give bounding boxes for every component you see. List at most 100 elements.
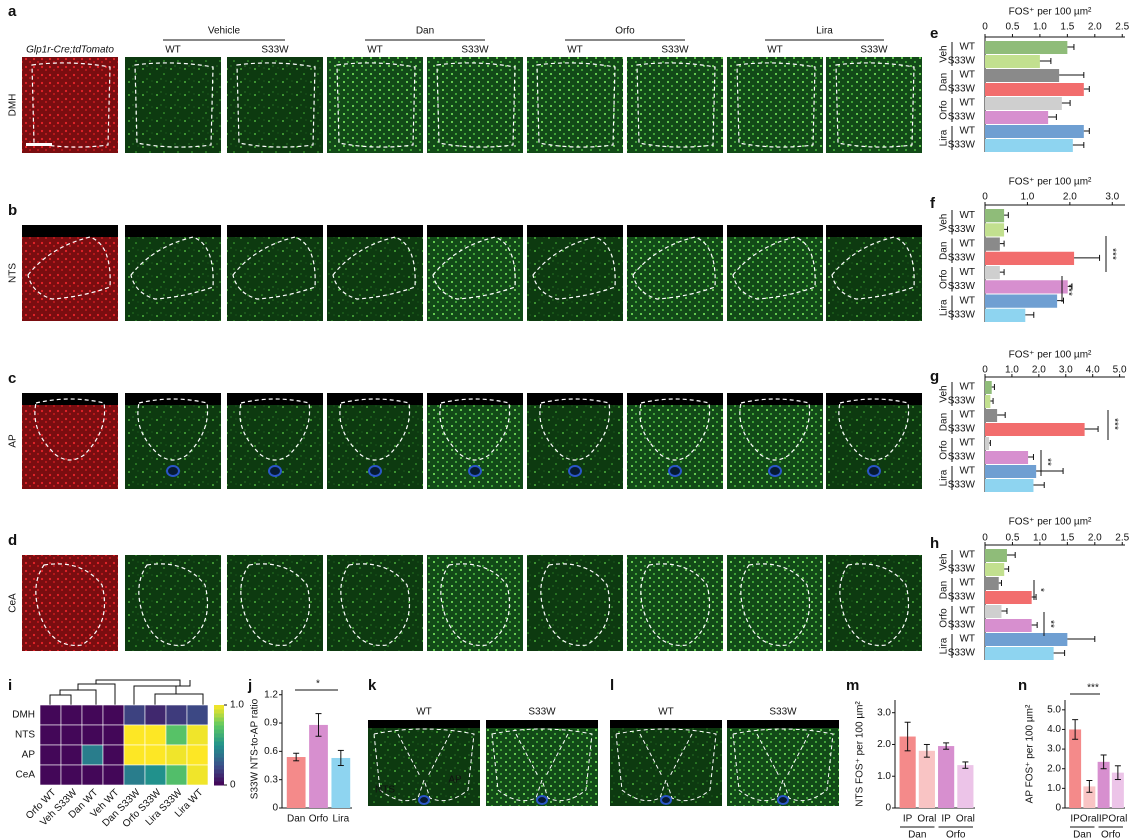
category-label: S33W <box>948 56 976 67</box>
panel-letter: l <box>610 677 614 694</box>
bar <box>938 746 955 808</box>
bar <box>985 69 1060 82</box>
group-label: Lira <box>939 129 950 146</box>
region-label: CeA <box>8 593 19 613</box>
colorbar-label: 1.0 <box>230 700 244 711</box>
colorbar-step <box>214 741 224 746</box>
significance: *** <box>1106 248 1117 260</box>
region-outline <box>240 563 311 647</box>
bar <box>309 724 328 808</box>
category-label: Oral <box>1108 814 1127 825</box>
colorbar-label: 0 <box>230 780 236 791</box>
y-tick-label: 0.9 <box>264 718 278 729</box>
genotype-label: WT <box>165 45 181 56</box>
category-label: S33W <box>948 224 976 235</box>
group-label: Veh <box>939 553 950 570</box>
region-outline <box>35 563 106 647</box>
genotype-label: WT <box>767 45 783 56</box>
region-outline <box>440 563 511 647</box>
heatmap-cell <box>39 764 62 786</box>
significance: *** <box>1087 683 1099 694</box>
micrograph <box>727 720 839 806</box>
micrograph <box>826 555 922 651</box>
x-tick-label: 2.5 <box>1115 22 1129 33</box>
group-label: Dan <box>939 73 950 91</box>
group-label: Orfo <box>939 608 950 628</box>
bar <box>985 266 1000 280</box>
category-label: Oral <box>917 814 936 825</box>
genotype-label: WT <box>567 45 583 56</box>
heatmap-cell <box>144 764 167 786</box>
category-label: IP <box>903 814 913 825</box>
significance: ** <box>1044 620 1055 628</box>
category-label: S33W <box>948 592 976 603</box>
genotype-label: S33W <box>860 45 888 56</box>
significance: ** <box>1041 458 1052 466</box>
tissue-edge <box>327 393 423 405</box>
tissue-edge <box>826 393 922 405</box>
micrograph <box>527 225 623 321</box>
colorbar-step <box>214 761 224 766</box>
tissue-edge <box>227 393 323 405</box>
row-label: DMH <box>12 710 35 721</box>
heatmap-cell <box>186 724 209 746</box>
colorbar-step <box>214 745 224 750</box>
group-label: Orfo <box>939 100 950 120</box>
group-label: Veh <box>939 385 950 402</box>
region-outline <box>340 563 411 647</box>
x-tick-label: 2.0 <box>1032 365 1046 376</box>
tissue-edge <box>427 225 523 237</box>
category-label: WT <box>959 42 975 53</box>
genotype-label: WT <box>416 707 432 718</box>
region-outline <box>336 62 416 148</box>
micrograph <box>527 555 623 651</box>
x-tick-label: 3.0 <box>1059 365 1073 376</box>
group-label: Dan <box>908 830 926 840</box>
micrograph <box>427 57 523 153</box>
colorbar-step <box>214 713 224 718</box>
micrograph <box>627 57 723 153</box>
axis-title: S33W NTS-to-AP ratio <box>250 698 261 799</box>
x-tick-label: 1.0 <box>1033 533 1047 544</box>
category-label: IP <box>941 814 951 825</box>
category-label: IP <box>1070 814 1080 825</box>
region-label: AP <box>8 434 19 448</box>
y-tick-label: 0 <box>885 803 891 814</box>
canal <box>166 465 180 477</box>
region-outline <box>536 62 616 148</box>
axis-title: FOS⁺ per 100 µm² <box>1009 177 1092 188</box>
region-outline <box>539 398 611 461</box>
region-outline <box>138 563 209 647</box>
tissue-edge <box>727 225 823 237</box>
canal <box>418 795 430 805</box>
micrograph <box>826 57 922 153</box>
x-tick-label: 1.0 <box>1020 192 1034 203</box>
bar <box>985 111 1049 124</box>
bar <box>286 757 306 808</box>
genotype-label: WT <box>658 707 674 718</box>
x-tick-label: 4.0 <box>1086 365 1100 376</box>
canal <box>777 795 789 805</box>
category-label: WT <box>959 295 975 306</box>
bar <box>985 633 1068 646</box>
group-label: Veh <box>939 214 950 231</box>
region-label: NTS <box>8 263 19 283</box>
category-label: WT <box>959 126 975 137</box>
micrograph <box>327 555 423 651</box>
bar <box>985 97 1062 110</box>
micrograph <box>627 555 723 651</box>
bar <box>985 125 1084 138</box>
category-label: Oral <box>956 814 975 825</box>
genotype-label: S33W <box>528 707 556 718</box>
bar <box>985 437 990 450</box>
y-tick-label: 2.0 <box>877 739 891 750</box>
heatmap-cell <box>102 704 125 726</box>
colorbar-step <box>214 781 224 786</box>
group-label: Lira <box>939 299 950 316</box>
y-tick-label: 3.0 <box>877 707 891 718</box>
panel-letter: e <box>930 25 938 42</box>
category-label: Oral <box>1080 814 1099 825</box>
x-tick-label: 0 <box>982 365 988 376</box>
bar <box>985 577 999 590</box>
heatmap-cell <box>39 744 62 766</box>
